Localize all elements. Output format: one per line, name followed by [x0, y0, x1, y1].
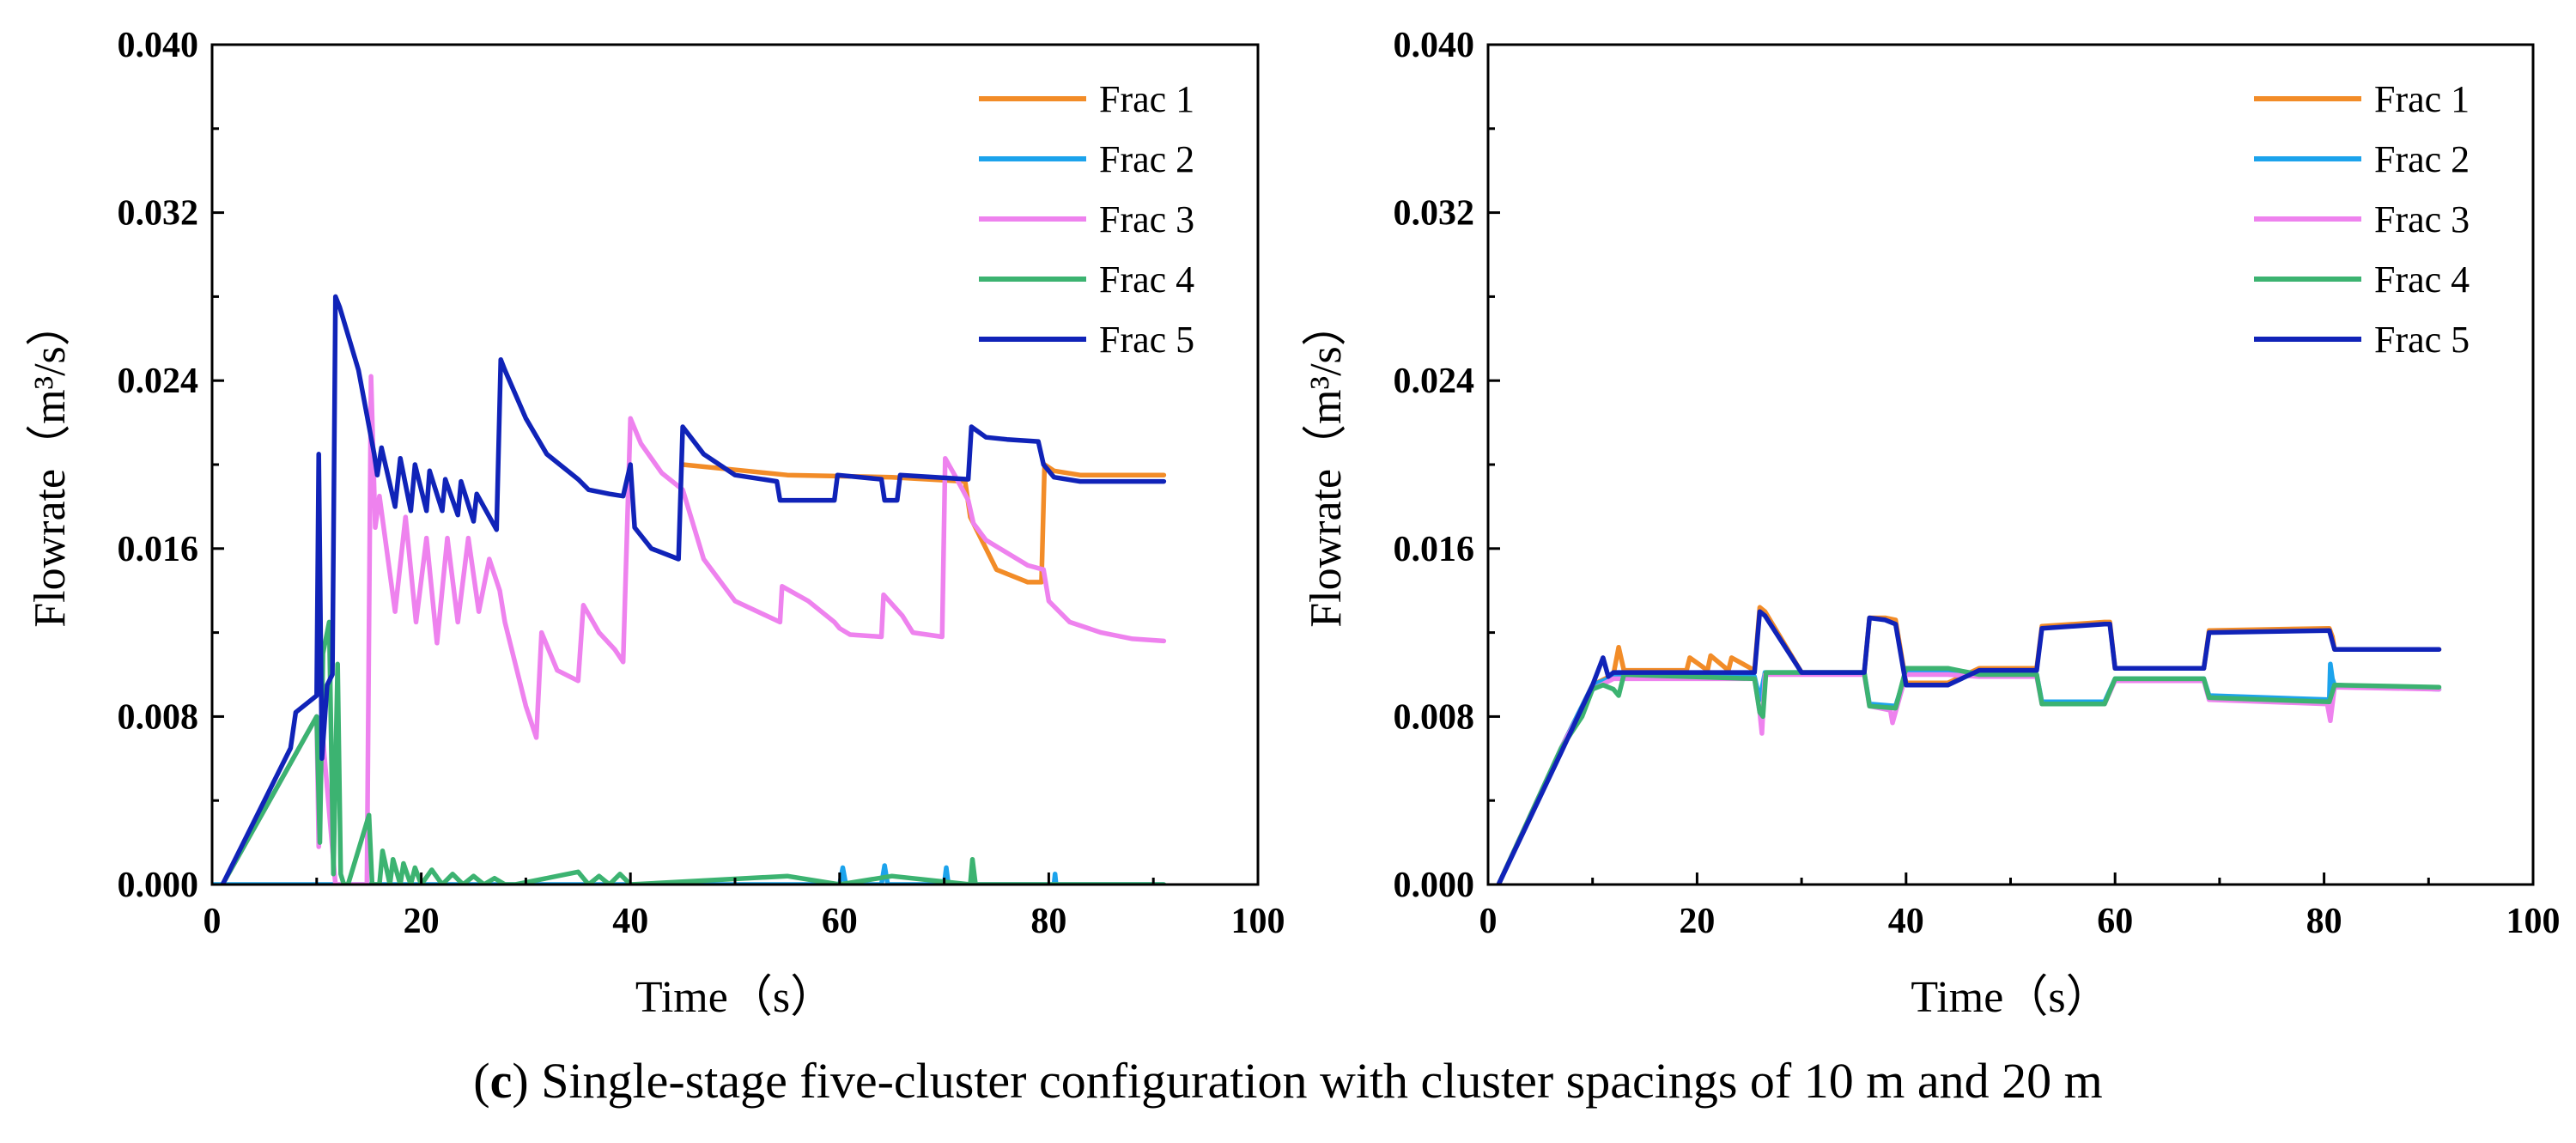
legend-label: Frac 2 — [1099, 138, 1194, 180]
series-line-frac-5 — [1496, 609, 2442, 885]
series-line-frac-4 — [1496, 666, 2442, 885]
legend-label: Frac 3 — [2374, 198, 2470, 240]
series-line-frac-2 — [1496, 661, 2442, 885]
legend: Frac 1 Frac 2 Frac 3 Frac 4 Frac 5 — [2254, 78, 2470, 361]
y-tick-label: 0.016 — [1394, 530, 1475, 569]
x-tick-label: 40 — [1888, 902, 1924, 941]
series-lines — [212, 294, 1167, 885]
legend-label: Frac 4 — [2374, 258, 2470, 301]
y-tick-label: 0.008 — [1394, 697, 1475, 737]
caption-label: c — [489, 1053, 513, 1109]
left-chart-panel: 0 20 40 60 80 100 0.000 0.008 0.016 0.024 0.032 0.0… — [26, 26, 1285, 1022]
x-tick-label: 0 — [204, 902, 222, 941]
x-tick-label: 80 — [1030, 902, 1066, 941]
series-line-frac-1 — [1496, 605, 2442, 885]
series-lines — [1496, 605, 2442, 885]
caption-text: Single-stage five-cluster configuration … — [541, 1053, 2103, 1109]
right-chart-panel: 0 20 40 60 80 100 0.000 0.008 0.016 0.024 0.032 0.0… — [1302, 26, 2561, 1022]
legend-label: Frac 4 — [1099, 258, 1194, 301]
x-tick-label: 40 — [612, 902, 648, 941]
x-tick-label: 20 — [1679, 902, 1715, 941]
legend-label: Frac 5 — [2374, 319, 2470, 361]
y-tick-label: 0.032 — [118, 194, 199, 234]
legend-label: Frac 1 — [1099, 78, 1194, 120]
x-tick-label: 0 — [1479, 902, 1498, 941]
x-tick-label: 100 — [1231, 902, 1285, 941]
y-tick-label: 0.000 — [1394, 866, 1475, 905]
y-axis-title: Flowrate（m³/s） — [1302, 301, 1351, 628]
y-tick-label: 0.040 — [118, 26, 199, 65]
y-tick-label: 0.024 — [1394, 362, 1475, 401]
series-line-frac-5 — [220, 294, 1167, 885]
legend-label: Frac 2 — [2374, 138, 2470, 180]
y-axis-title: Flowrate（m³/s） — [26, 301, 75, 628]
legend-label: Frac 3 — [1099, 198, 1194, 240]
legend-label: Frac 5 — [1099, 319, 1194, 361]
x-tick-label: 60 — [2097, 902, 2133, 941]
x-tick-label: 20 — [404, 902, 440, 941]
legend: Frac 1 Frac 2 Frac 3 Frac 4 Frac 5 — [979, 78, 1194, 361]
x-tick-label: 80 — [2306, 902, 2342, 941]
y-tick-label: 0.000 — [118, 866, 199, 905]
figure-caption: (c) Single-stage five-cluster configurat… — [473, 1053, 2103, 1109]
y-tick-label: 0.008 — [118, 697, 199, 737]
series-line-frac-4 — [220, 619, 1167, 885]
y-tick-label: 0.032 — [1394, 194, 1475, 234]
y-tick-label: 0.024 — [118, 362, 199, 401]
x-tick-label: 100 — [2506, 902, 2561, 941]
y-tick-label: 0.040 — [1394, 26, 1475, 65]
series-line-frac-3 — [220, 374, 1167, 885]
y-tick-label: 0.016 — [118, 530, 199, 569]
legend-label: Frac 1 — [2374, 78, 2470, 120]
x-tick-label: 60 — [822, 902, 858, 941]
x-axis-title: Time（s） — [635, 973, 835, 1022]
series-line-frac-3 — [1496, 672, 2442, 885]
x-axis-title: Time（s） — [1911, 973, 2110, 1022]
